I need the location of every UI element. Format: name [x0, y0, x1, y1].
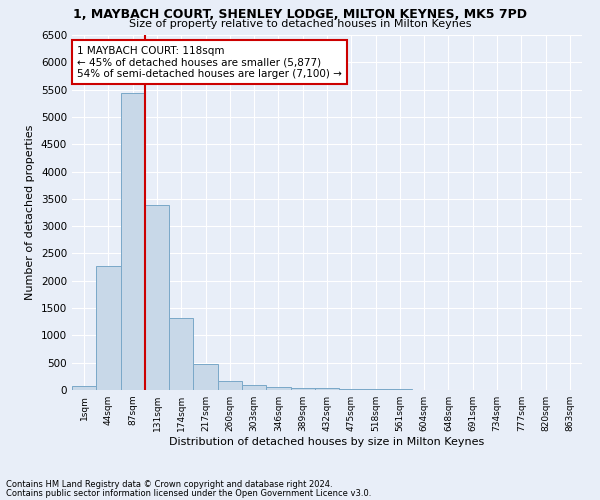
Text: 1 MAYBACH COURT: 118sqm
← 45% of detached houses are smaller (5,877)
54% of semi: 1 MAYBACH COURT: 118sqm ← 45% of detache…	[77, 46, 342, 79]
Bar	[218, 381, 242, 390]
Bar	[193, 364, 218, 390]
Bar	[364, 389, 388, 390]
Bar	[169, 318, 193, 390]
Text: Contains public sector information licensed under the Open Government Licence v3: Contains public sector information licen…	[6, 488, 371, 498]
Bar	[339, 389, 364, 390]
Bar	[72, 386, 96, 390]
Bar	[242, 385, 266, 390]
Bar	[121, 94, 145, 390]
X-axis label: Distribution of detached houses by size in Milton Keynes: Distribution of detached houses by size …	[169, 437, 485, 447]
Text: Contains HM Land Registry data © Crown copyright and database right 2024.: Contains HM Land Registry data © Crown c…	[6, 480, 332, 489]
Y-axis label: Number of detached properties: Number of detached properties	[25, 125, 35, 300]
Text: 1, MAYBACH COURT, SHENLEY LODGE, MILTON KEYNES, MK5 7PD: 1, MAYBACH COURT, SHENLEY LODGE, MILTON …	[73, 8, 527, 20]
Bar	[290, 388, 315, 390]
Bar	[145, 206, 169, 390]
Bar	[315, 388, 339, 390]
Bar	[96, 266, 121, 390]
Bar	[266, 386, 290, 390]
Text: Size of property relative to detached houses in Milton Keynes: Size of property relative to detached ho…	[129, 19, 471, 29]
